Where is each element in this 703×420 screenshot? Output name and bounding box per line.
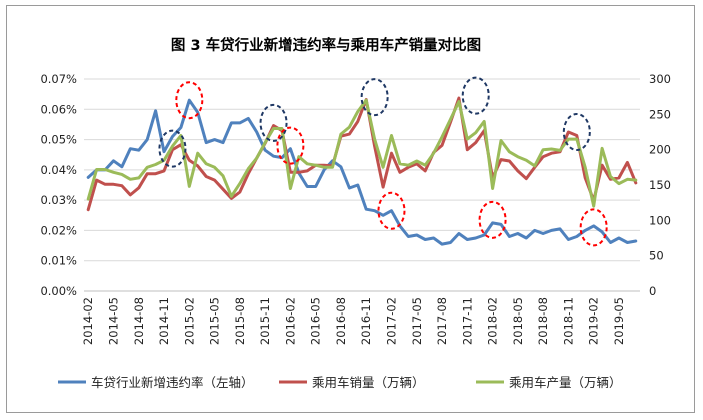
left-tick-label: 0.05%: [40, 133, 77, 147]
right-axis-ticks: 0 50 100 150 200 250 300: [649, 72, 671, 298]
left-tick-label: 0.07%: [40, 72, 77, 86]
x-tick-label: 2014-11: [157, 297, 171, 345]
x-tick-label: 2017-08: [435, 297, 449, 345]
right-tick-label: 150: [649, 178, 671, 192]
x-tick-label: 2018-05: [511, 297, 525, 345]
highlight-circle: [461, 76, 490, 115]
left-tick-label: 0.03%: [40, 193, 77, 207]
x-tick-label: 2017-05: [410, 297, 424, 345]
series-line-2: [86, 96, 638, 212]
x-tick-label: 2018-02: [486, 297, 500, 345]
x-tick-label: 2018-11: [561, 297, 575, 345]
right-tick-label: 300: [649, 72, 671, 86]
x-tick-label: 2017-11: [460, 297, 474, 345]
x-tick-label: 2018-08: [536, 297, 550, 345]
series-line-3: [86, 98, 638, 208]
x-tick-label: 2016-05: [309, 297, 323, 345]
x-tick-label: 2016-02: [283, 297, 297, 345]
right-tick-label: 0: [649, 284, 656, 298]
series-lines: [86, 96, 638, 246]
x-tick-label: 2019-05: [612, 297, 626, 345]
x-tick-label: 2014-02: [81, 297, 95, 345]
highlight-circle: [478, 200, 507, 239]
x-tick-label: 2015-02: [182, 297, 196, 345]
highlight-circle: [259, 103, 288, 142]
x-tick-label: 2019-02: [587, 297, 601, 345]
x-tick-label: 2014-05: [106, 297, 120, 345]
left-tick-label: 0.06%: [40, 102, 77, 116]
highlight-circle: [175, 81, 204, 120]
x-tick-label: 2015-11: [258, 297, 272, 345]
highlight-circle: [562, 113, 591, 151]
right-tick-label: 250: [649, 107, 671, 121]
series-line-1: [86, 98, 638, 246]
x-tick-label: 2016-08: [334, 297, 348, 345]
left-axis-ticks: 0.00% 0.01% 0.02% 0.03% 0.04% 0.05% 0.06% 0.07%: [40, 72, 77, 298]
right-tick-label: 100: [649, 213, 671, 227]
highlight-circles: [158, 76, 608, 247]
highlight-circle: [579, 208, 608, 247]
gridlines: [84, 78, 640, 292]
legend-label: 乘用车产量（万辆）: [509, 375, 622, 390]
x-tick-label: 2016-11: [359, 297, 373, 345]
chart-title: 图 3 车贷行业新增违约率与乘用车产销量对比图: [171, 36, 481, 54]
x-tick-label: 2015-05: [208, 297, 222, 345]
legend: 车贷行业新增违约率（左轴） 乘用车销量（万辆） 乘用车产量（万辆）: [58, 375, 622, 390]
highlight-circle: [158, 129, 187, 168]
chart-frame: [6, 5, 695, 413]
highlight-circle: [360, 78, 389, 117]
x-tick-label: 2017-02: [384, 297, 398, 345]
left-tick-label: 0.00%: [40, 284, 77, 298]
highlight-circle: [276, 126, 305, 165]
left-tick-label: 0.01%: [40, 254, 77, 268]
right-tick-label: 50: [649, 249, 664, 263]
highlight-circle: [377, 191, 406, 230]
left-tick-label: 0.04%: [40, 163, 77, 177]
x-tick-label: 2015-08: [233, 297, 247, 345]
legend-label: 车贷行业新增违约率（左轴）: [91, 375, 254, 390]
left-tick-label: 0.02%: [40, 223, 77, 237]
x-tick-label: 2014-08: [132, 297, 146, 345]
right-tick-label: 200: [649, 143, 671, 157]
x-axis-ticks: 2014-02 2014-05 2014-08 2014-11 2015-02 2015-…: [81, 297, 626, 345]
legend-label: 乘用车销量（万辆）: [312, 375, 425, 390]
